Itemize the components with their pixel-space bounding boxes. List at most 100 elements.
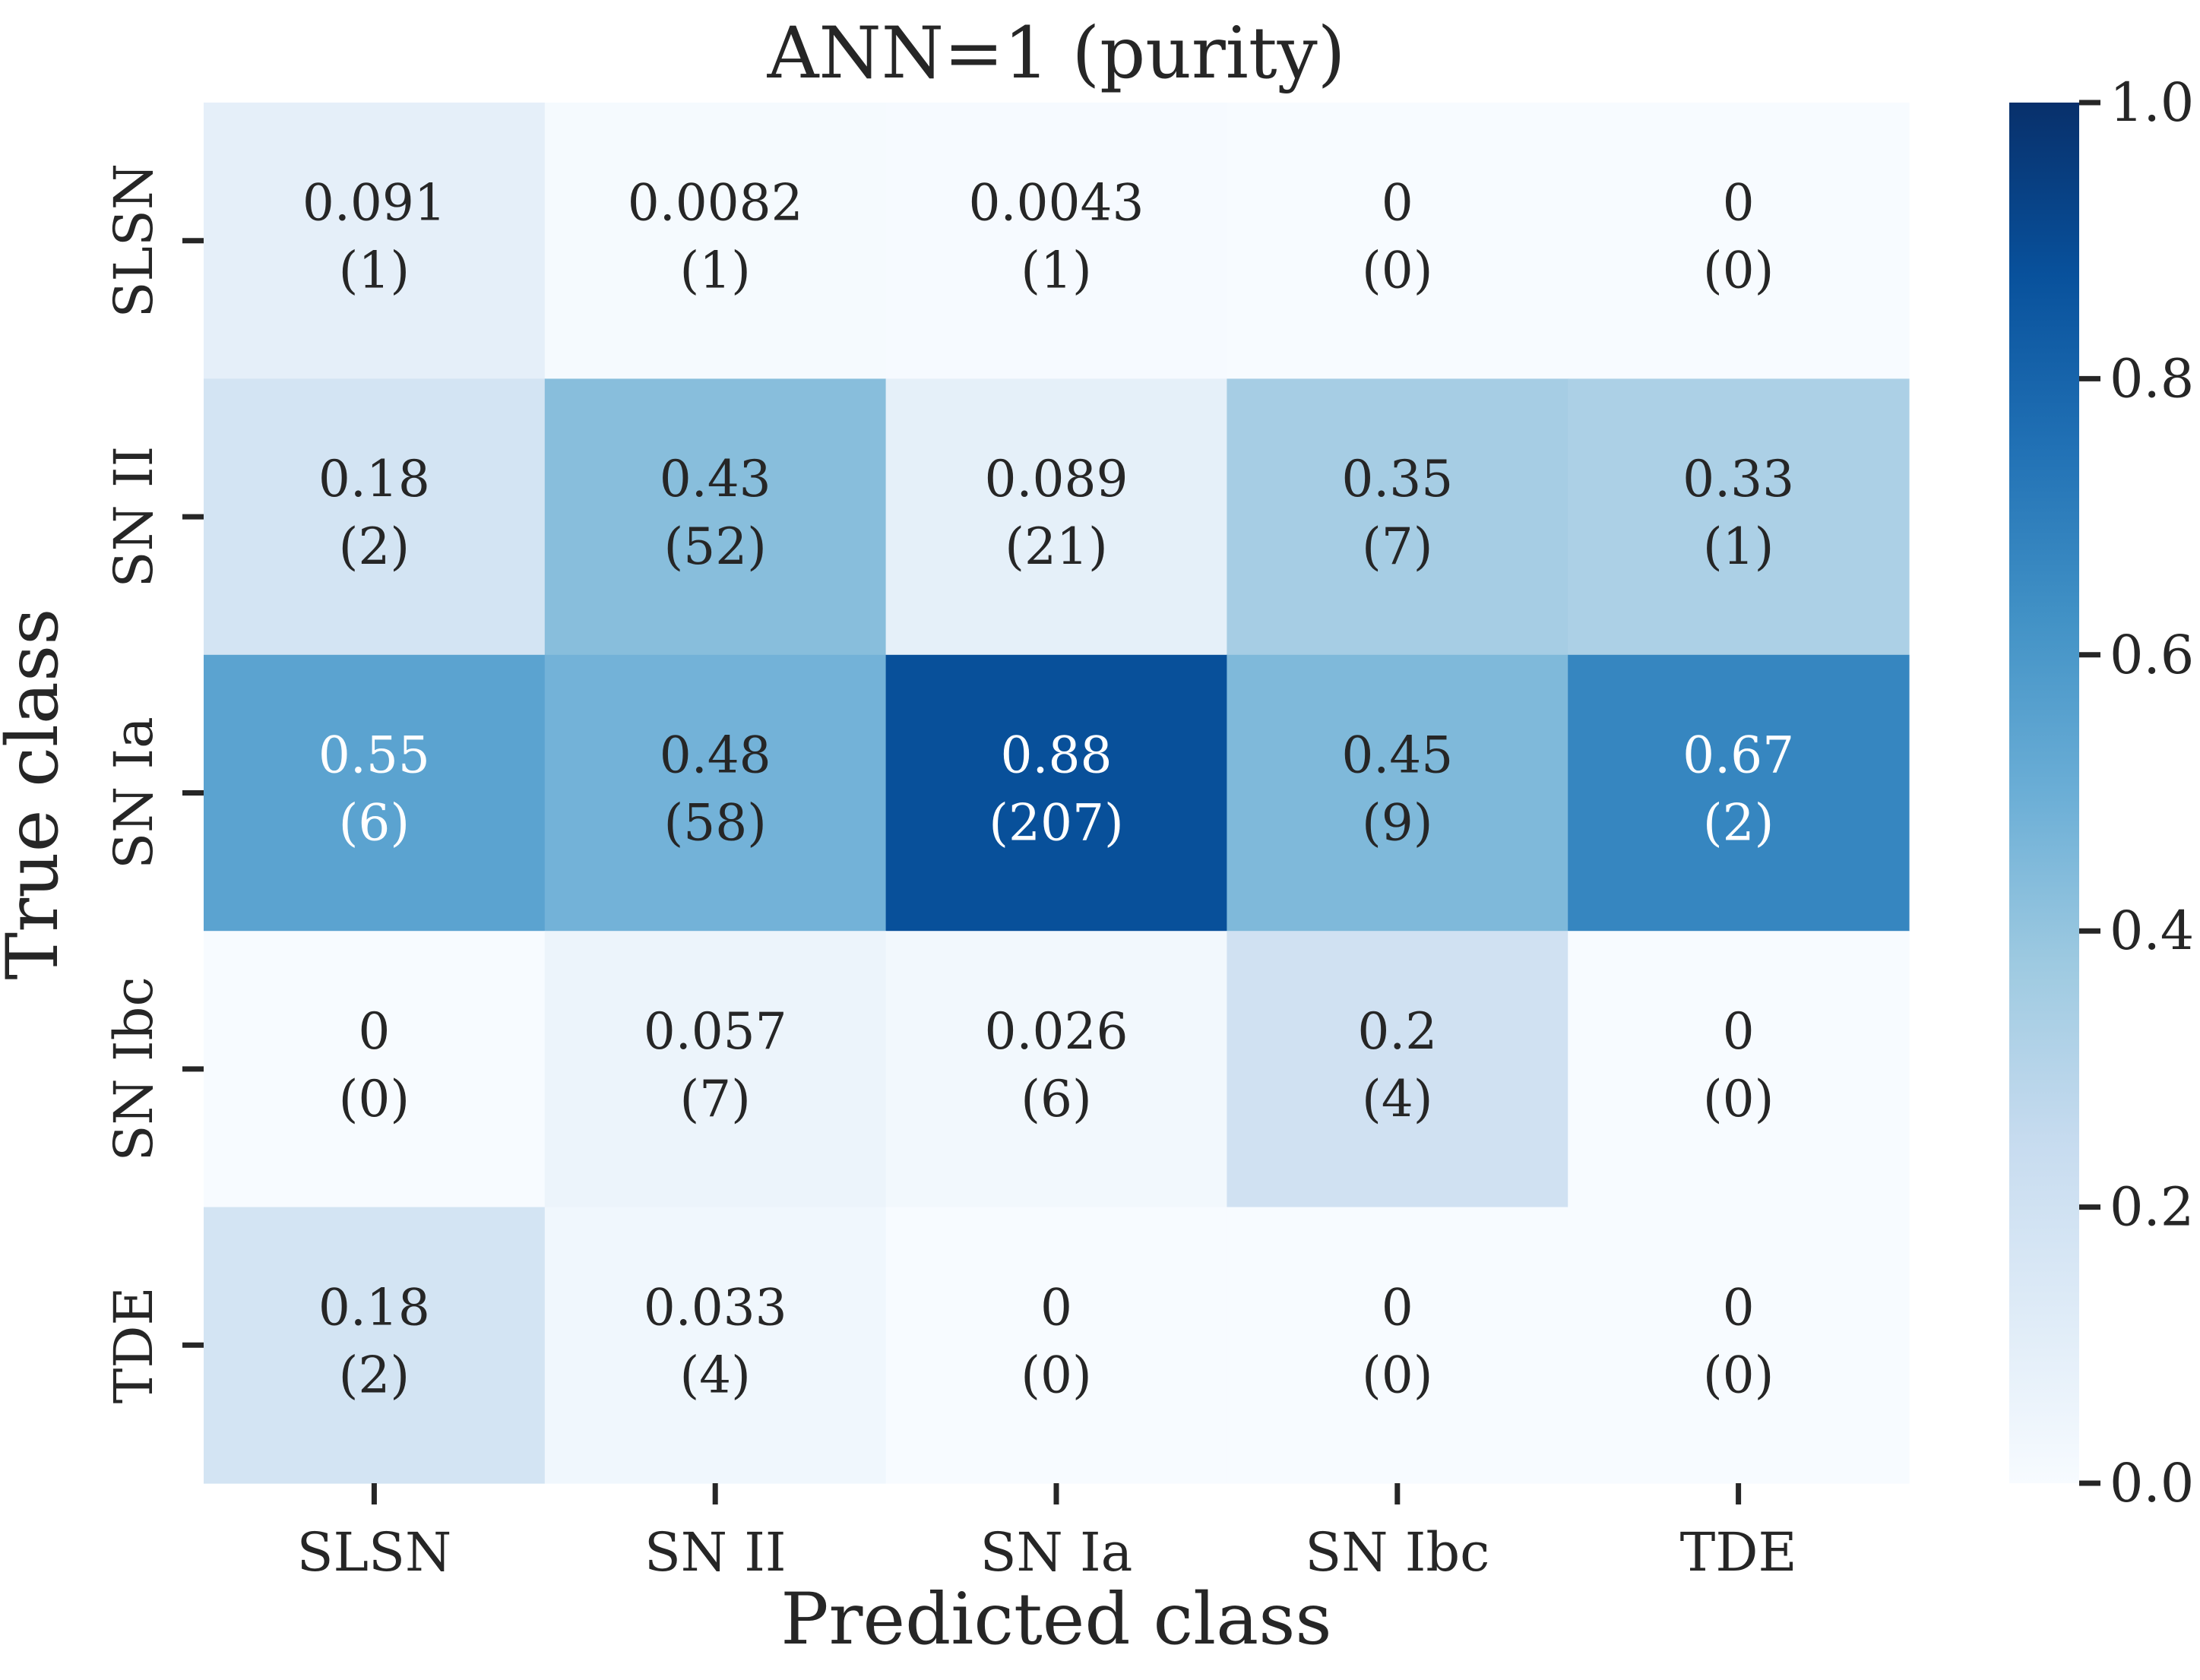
heatmap-cell [885, 654, 1227, 932]
y-tick-label: SLSN [103, 163, 165, 318]
cell-value-label: 0 [1723, 1278, 1755, 1337]
cell-value-label: 0.089 [985, 450, 1128, 508]
heatmap-cell [544, 378, 887, 656]
cell-count-label: (0) [339, 1070, 410, 1128]
cell-value-label: 0.18 [318, 450, 430, 508]
cell-value-label: 0.2 [1357, 1002, 1437, 1061]
cell-value-label: 0.18 [318, 1278, 430, 1337]
heatmap-cell [544, 103, 887, 379]
y-tick-label: SN Ia [103, 717, 165, 869]
cell-count-label: (0) [1703, 242, 1774, 300]
cell-count-label: (1) [339, 242, 410, 300]
cell-count-label: (4) [679, 1346, 751, 1404]
cell-count-label: (0) [1362, 242, 1433, 300]
cell-value-label: 0 [1382, 1278, 1413, 1337]
x-axis: SLSN SN II SN Ia SN Ibc TDE [297, 1483, 1797, 1584]
cell-value-label: 0.88 [1001, 726, 1113, 785]
heatmap-cell [885, 378, 1227, 656]
heatmap-cell [1568, 931, 1910, 1208]
colorbar-gradient [2009, 103, 2079, 1483]
heatmap-cell [1227, 931, 1568, 1208]
heatmap-cell [1568, 103, 1910, 379]
heatmap-cells: 0.091 (1) 0.0082 (1) 0.0043 (1) 0 (0) 0 (0) 0.18 (2… [204, 103, 1910, 1484]
heatmap-cell [204, 103, 546, 379]
colorbar-tick-label: 1.0 [2110, 71, 2194, 134]
cell-value-label: 0 [358, 1002, 390, 1061]
cell-count-label: (4) [1362, 1070, 1433, 1128]
y-tick-label: SN II [103, 446, 165, 588]
cell-count-label: (6) [1021, 1070, 1092, 1128]
heatmap-cell [1227, 378, 1568, 656]
cell-value-label: 0.057 [644, 1002, 787, 1061]
x-tick-label: SLSN [297, 1521, 452, 1584]
heatmap-cell [1568, 1207, 1910, 1484]
y-axis: SLSN SN II SN Ia SN Ibc TDE [103, 163, 204, 1403]
heatmap-cell [885, 103, 1227, 379]
heatmap-cell [885, 931, 1227, 1208]
heatmap-cell [204, 1207, 546, 1484]
x-tick-label: TDE [1680, 1521, 1797, 1584]
heatmap-cell [204, 931, 546, 1208]
cell-value-label: 0.67 [1682, 726, 1794, 785]
cell-count-label: (0) [1362, 1346, 1433, 1404]
heatmap-cell [204, 654, 546, 932]
cell-value-label: 0.091 [302, 174, 446, 233]
y-tick-label: TDE [103, 1286, 165, 1403]
heatmap-cell [544, 1207, 887, 1484]
chart-title: ANN=1 (purity) [767, 12, 1346, 95]
cell-value-label: 0.43 [660, 450, 771, 508]
x-tick-label: SN Ibc [1305, 1521, 1489, 1584]
heatmap-cell [544, 931, 887, 1208]
cell-count-label: (0) [1021, 1346, 1092, 1404]
cell-value-label: 0.0082 [628, 174, 803, 233]
heatmap-cell [1227, 654, 1568, 932]
cell-value-label: 0.033 [644, 1278, 787, 1337]
cell-value-label: 0 [1382, 174, 1413, 233]
x-tick-label: SN II [644, 1521, 787, 1584]
heatmap-cell [1568, 378, 1910, 656]
cell-count-label: (6) [339, 794, 410, 853]
heatmap-cell [885, 1207, 1227, 1484]
cell-value-label: 0.026 [985, 1002, 1128, 1061]
cell-count-label: (2) [339, 1346, 410, 1404]
colorbar-tick-label: 0.2 [2110, 1176, 2194, 1239]
cell-value-label: 0 [1040, 1278, 1072, 1337]
cell-count-label: (21) [1005, 517, 1107, 576]
heatmap-cell [1227, 103, 1568, 379]
cell-count-label: (1) [1021, 242, 1092, 300]
cell-value-label: 0.45 [1341, 726, 1453, 785]
y-tick-label: SN Ibc [103, 976, 165, 1161]
cell-count-label: (2) [1703, 794, 1774, 853]
cell-value-label: 0.35 [1341, 450, 1453, 508]
colorbar-tick-label: 0.0 [2110, 1452, 2194, 1514]
cell-count-label: (1) [1703, 517, 1774, 576]
cell-count-label: (7) [679, 1070, 751, 1128]
heatmap-cell [1568, 654, 1910, 932]
colorbar-tick-label: 0.8 [2110, 347, 2194, 410]
heatmap-cell [204, 378, 546, 656]
cell-count-label: (207) [989, 794, 1123, 853]
cell-count-label: (7) [1362, 517, 1433, 576]
cell-value-label: 0 [1723, 1002, 1755, 1061]
cell-value-label: 0.33 [1682, 450, 1794, 508]
cell-count-label: (0) [1703, 1070, 1774, 1128]
colorbar-tick-label: 0.6 [2110, 624, 2194, 686]
cell-count-label: (2) [339, 517, 410, 576]
heatmap-cell [544, 654, 887, 932]
heatmap-cell [1227, 1207, 1568, 1484]
cell-count-label: (52) [663, 517, 766, 576]
colorbar: 0.0 0.2 0.4 0.6 0.8 1.0 [2009, 71, 2194, 1514]
cell-value-label: 0.48 [660, 726, 771, 785]
cell-count-label: (1) [679, 242, 751, 300]
cell-value-label: 0 [1723, 174, 1755, 233]
x-tick-label: SN Ia [980, 1521, 1133, 1584]
cell-count-label: (58) [663, 794, 766, 853]
cell-value-label: 0.0043 [969, 174, 1144, 233]
cell-count-label: (9) [1362, 794, 1433, 853]
x-axis-label: Predicted class [780, 1578, 1331, 1661]
cell-count-label: (0) [1703, 1346, 1774, 1404]
colorbar-tick-label: 0.4 [2110, 900, 2194, 962]
cell-value-label: 0.55 [318, 726, 430, 785]
y-axis-label: True class [0, 609, 74, 980]
